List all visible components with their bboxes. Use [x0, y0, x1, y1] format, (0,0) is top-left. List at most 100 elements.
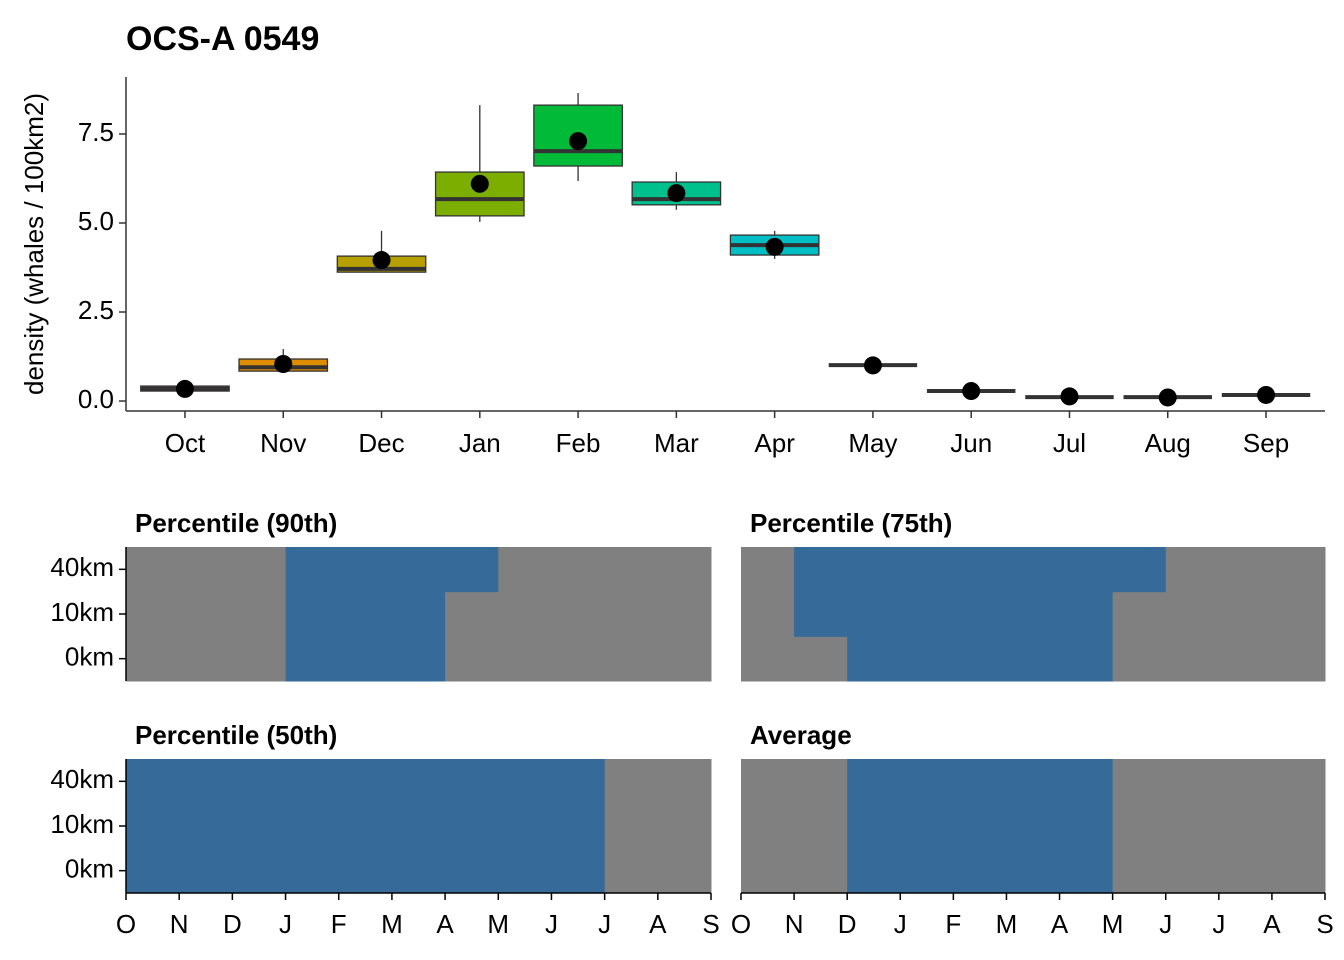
x-tick-label: D [838, 909, 857, 939]
tile [900, 636, 954, 682]
tile [285, 636, 340, 682]
x-tick-label: J [1159, 909, 1172, 939]
x-tick-label: May [848, 428, 897, 458]
tile [657, 636, 712, 682]
x-tick-label: S [702, 909, 719, 939]
tile [391, 759, 446, 805]
tile [126, 636, 180, 682]
tile [741, 759, 795, 805]
tile [551, 591, 606, 637]
x-tick-label: A [649, 909, 667, 939]
tile [179, 547, 233, 593]
mean-point [1060, 387, 1079, 406]
tile [1165, 636, 1220, 682]
tile [847, 547, 901, 593]
y-tick-label: 5.0 [78, 206, 114, 236]
tile [391, 848, 446, 894]
tile [551, 759, 606, 805]
tile [285, 848, 340, 894]
tile [1165, 547, 1220, 593]
tile [232, 547, 287, 593]
tile [657, 803, 712, 849]
tile [847, 636, 901, 682]
tile [126, 848, 180, 894]
tile [604, 591, 659, 637]
tile [1059, 636, 1114, 682]
mean-point [175, 379, 194, 398]
tile [794, 803, 848, 849]
tile [391, 803, 446, 849]
panel-title: Percentile (90th) [135, 508, 337, 538]
tile [498, 636, 552, 682]
tile [953, 636, 1007, 682]
tile [1006, 759, 1061, 805]
tile [1006, 803, 1061, 849]
tile [604, 636, 659, 682]
tile [1165, 848, 1220, 894]
y-tick-label: 40km [50, 552, 114, 582]
tile [741, 848, 795, 894]
x-tick-label: D [223, 909, 242, 939]
tile [338, 636, 393, 682]
tile [338, 547, 393, 593]
x-tick-label: M [1102, 909, 1124, 939]
y-axis-label: density (whales / 100km2) [19, 93, 49, 395]
x-tick-label: N [170, 909, 189, 939]
tile [1271, 547, 1326, 593]
x-tick-label: A [1263, 909, 1281, 939]
tile [953, 547, 1007, 593]
tile [741, 547, 795, 593]
tile [551, 636, 606, 682]
tile [953, 591, 1007, 637]
tile [1271, 803, 1326, 849]
tile [1006, 591, 1061, 637]
x-tick-label: Jul [1053, 428, 1086, 458]
mean-point [372, 251, 391, 270]
tile [1218, 848, 1273, 894]
tile [1165, 759, 1220, 805]
tile [126, 803, 180, 849]
tile [232, 591, 287, 637]
tile [285, 547, 340, 593]
tile [551, 848, 606, 894]
tile [1059, 759, 1114, 805]
tile [126, 759, 180, 805]
tile [126, 547, 180, 593]
mean-point [274, 354, 293, 373]
x-tick-label: F [331, 909, 347, 939]
tile [1059, 848, 1114, 894]
x-tick-label: Feb [556, 428, 601, 458]
y-tick-label: 0km [65, 854, 114, 884]
x-tick-label: M [381, 909, 403, 939]
x-tick-label: Aug [1145, 428, 1191, 458]
tile [1271, 759, 1326, 805]
panel-title: Percentile (75th) [750, 508, 952, 538]
mean-point [1257, 385, 1276, 404]
panel-title: Percentile (50th) [135, 720, 337, 750]
tile [741, 591, 795, 637]
tile [953, 848, 1007, 894]
tile [1059, 547, 1114, 593]
tile [179, 759, 233, 805]
tile [445, 803, 499, 849]
tile [953, 803, 1007, 849]
tile [900, 591, 954, 637]
x-tick-label: Oct [165, 428, 206, 458]
chart-title: OCS-A 0549 [126, 20, 319, 58]
tile [604, 803, 659, 849]
x-tick-label: Mar [654, 428, 699, 458]
tile [1218, 591, 1273, 637]
box [434, 171, 525, 217]
x-tick-label: F [945, 909, 961, 939]
x-tick-label: A [436, 909, 454, 939]
tile [604, 547, 659, 593]
tile [1271, 591, 1326, 637]
tile [338, 759, 393, 805]
x-tick-label: M [487, 909, 509, 939]
tile [657, 848, 712, 894]
x-tick-label: M [996, 909, 1018, 939]
tile [179, 803, 233, 849]
tile [445, 759, 499, 805]
tile [847, 591, 901, 637]
tile [1112, 547, 1167, 593]
